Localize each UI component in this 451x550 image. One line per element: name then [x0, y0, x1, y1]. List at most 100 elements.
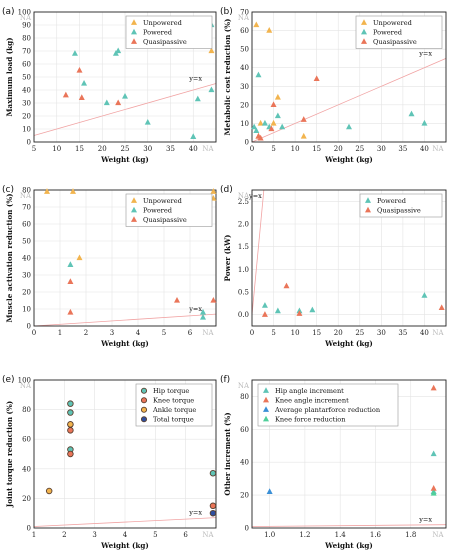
y-tick-label: 80	[240, 393, 249, 401]
legend-marker	[361, 38, 367, 44]
x-tick-label: 35	[166, 145, 175, 153]
data-point-quasipassive	[296, 310, 303, 316]
data-point-powered	[200, 308, 206, 315]
y-tick-label: 20	[22, 495, 31, 503]
y-tick-label: 80	[22, 406, 31, 414]
reference-line	[33, 517, 217, 527]
na-x-label: NA	[432, 531, 444, 539]
x-axis-label: Weight (kg)	[100, 155, 149, 164]
legend-marker	[140, 397, 148, 404]
legend-box	[125, 15, 213, 49]
legend-marker	[263, 406, 269, 412]
y-tick-label: 60	[240, 426, 249, 434]
x-tick-label: 30	[143, 145, 152, 153]
x-axis-label: Weight (kg)	[324, 339, 373, 348]
y-tick-label: 90	[22, 22, 31, 30]
panel-c: 0 1 2 3 4 5 601020304050607080NANAy=xUnpowered…	[2, 185, 217, 348]
data-point-knee-torque	[67, 427, 74, 434]
y-tick-label: 60	[22, 61, 31, 69]
data-point-knee-torque	[67, 450, 74, 458]
panel-label: (d)	[220, 185, 233, 195]
y-tick-label: 0	[27, 323, 31, 331]
data-point-powered	[103, 99, 110, 106]
y-tick-label: 10	[22, 126, 31, 134]
legend-label: Unpowered	[373, 19, 413, 27]
x-axis-label: Weight (kg)	[100, 339, 149, 348]
legend-marker	[263, 387, 269, 393]
legend-marker	[131, 38, 137, 44]
reference-line-label: y=x	[188, 509, 202, 517]
panel-label: (b)	[220, 7, 233, 17]
x-tick-label: 20	[98, 145, 107, 153]
y-tick-label: 40	[22, 87, 31, 95]
data-point-powered	[251, 123, 258, 130]
data-point-quasipassive	[257, 134, 264, 141]
x-tick-label: 40	[189, 145, 198, 153]
legend-box	[355, 15, 443, 49]
data-point-quasipassive	[313, 75, 320, 82]
data-point-powered	[144, 118, 151, 125]
legend-label: Knee force reduction	[275, 416, 346, 424]
legend-box	[257, 383, 399, 427]
legend-box	[125, 193, 213, 227]
plot-frame	[33, 11, 217, 143]
x-tick-label: 20	[334, 329, 343, 337]
y-tick-label: 40	[240, 64, 249, 72]
x-tick-label: 10	[52, 145, 61, 153]
y-tick-label: 0.0	[238, 311, 249, 319]
reference-line-label: y=x	[188, 305, 202, 313]
y-tick-label: 40	[240, 459, 249, 467]
x-tick-label: 3	[110, 329, 114, 337]
legend-label: Quasipassive	[373, 38, 417, 46]
y-axis-label: Muscle activation reduction (%)	[5, 193, 14, 322]
data-point-powered	[253, 127, 260, 134]
y-tick-label: 80	[22, 35, 31, 43]
y-tick-label: 60	[22, 221, 31, 229]
y-tick-label: 0	[27, 139, 31, 147]
panel-a: 5 10 15 20 25 30 35 400102030405060708090100NAN…	[2, 7, 217, 164]
x-tick-label: 25	[355, 145, 364, 153]
na-y-label: NA	[238, 192, 250, 200]
x-tick-label: 3	[92, 531, 96, 539]
legend-marker	[131, 28, 137, 35]
x-axis-label: Weight (kg)	[100, 541, 149, 550]
data-point-total-torque	[209, 509, 217, 517]
data-point-powered	[274, 112, 281, 119]
legend-label: Hip angle increment	[275, 387, 344, 395]
data-point-powered	[115, 47, 122, 54]
y-axis-label: Joint torque reduction (%)	[5, 401, 14, 508]
data-point-powered	[421, 292, 428, 298]
reference-line-label: y=x	[188, 75, 202, 83]
y-tick-label: 20	[22, 289, 31, 297]
reference-line	[251, 524, 447, 527]
x-axis-label: Weight (kg)	[324, 541, 373, 550]
x-tick-label: 10	[291, 329, 300, 337]
na-y-label: NA	[20, 192, 32, 200]
legend-marker	[140, 406, 148, 413]
y-tick-label: 60	[240, 27, 249, 35]
data-point-knee-force-reduction	[430, 489, 437, 496]
y-tick-label: 0.5	[238, 289, 249, 297]
data-point-unpowered	[274, 93, 281, 100]
y-tick-label: 70	[22, 48, 31, 56]
legend-marker	[131, 197, 137, 203]
legend-marker	[263, 415, 269, 422]
data-point-unpowered	[210, 188, 217, 194]
y-tick-label: 0	[27, 525, 31, 533]
legend-marker	[131, 216, 137, 222]
x-tick-label: 0	[250, 145, 254, 153]
x-tick-label: 30	[377, 329, 386, 337]
data-point-quasipassive	[268, 125, 275, 132]
legend-label: Unpowered	[143, 19, 183, 27]
data-point-powered	[200, 313, 206, 320]
legend-marker	[361, 19, 367, 25]
data-point-quasipassive	[300, 116, 307, 122]
y-tick-label: 10	[240, 120, 249, 128]
na-y-label: NA	[238, 382, 250, 390]
na-x-label: NA	[432, 329, 444, 337]
x-tick-label: 1.8	[405, 531, 416, 539]
data-point-powered	[71, 50, 78, 56]
y-tick-label: 60	[22, 436, 31, 444]
data-point-powered	[255, 71, 262, 78]
